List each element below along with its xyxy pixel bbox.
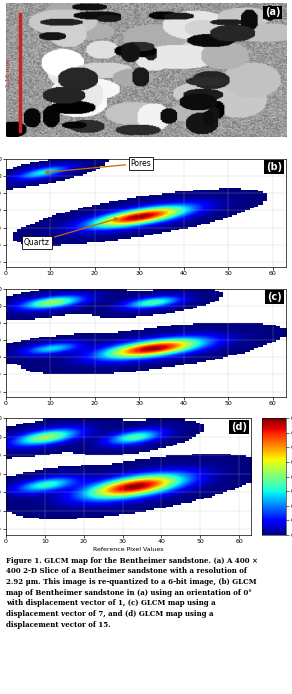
Text: 1.16 mm: 1.16 mm	[6, 59, 11, 87]
Text: (c): (c)	[267, 292, 282, 302]
X-axis label: Reference Pixel Values: Reference Pixel Values	[93, 547, 164, 552]
Text: (d): (d)	[231, 422, 247, 432]
Text: Quartz: Quartz	[24, 218, 117, 247]
Text: (a): (a)	[265, 8, 281, 17]
Text: Figure 1. GLCM map for the Bentheimer sandstone. (a) A 400 ×
400 2-D Slice of a : Figure 1. GLCM map for the Bentheimer sa…	[6, 557, 258, 629]
Text: Pores: Pores	[46, 159, 151, 174]
Text: (b): (b)	[266, 162, 282, 172]
